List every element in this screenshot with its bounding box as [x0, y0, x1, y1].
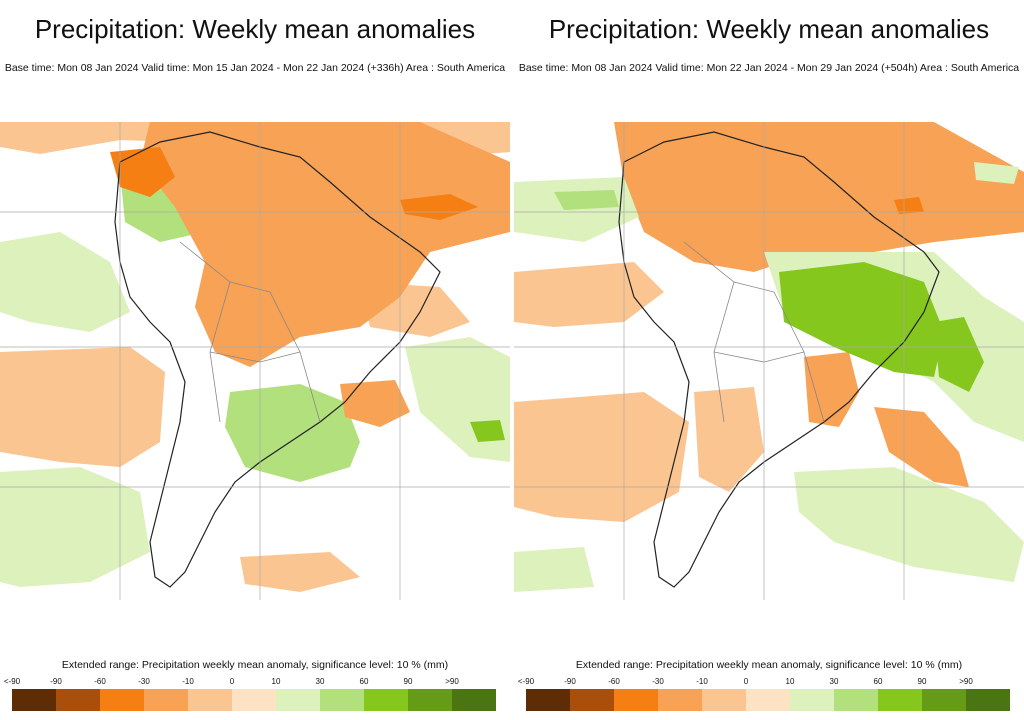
legend-swatch: [570, 689, 614, 711]
wet-anomaly-region: [514, 547, 594, 592]
country-borders: [683, 241, 825, 423]
legend-ticks: <-90 -90 -60 -30 -10 0 10 30 60 90 >90: [0, 677, 510, 687]
legend-tick-label: >90: [959, 677, 973, 686]
dry-anomaly-region: [400, 194, 478, 220]
wet-anomaly-region: [779, 262, 944, 377]
dry-anomaly-region: [514, 262, 664, 327]
legend-swatch: [878, 689, 922, 711]
panel-title: Precipitation: Weekly mean anomalies: [548, 14, 990, 44]
country-borders: [179, 241, 321, 423]
south-america-coastline: [618, 131, 940, 588]
dry-anomaly-region: [340, 380, 410, 427]
legend-tick-label: 60: [359, 677, 369, 686]
wet-anomaly-region: [974, 162, 1019, 184]
legend-tick-label: >90: [445, 677, 459, 686]
legend-swatch: [746, 689, 790, 711]
legend-swatch: [452, 689, 496, 711]
legend-swatch: [12, 689, 56, 711]
legend-swatch: [56, 689, 100, 711]
dry-anomaly-region: [894, 197, 924, 214]
wet-anomaly-region: [470, 420, 505, 442]
legend-swatch: [320, 689, 364, 711]
legend-ticks: <-90 -90 -60 -30 -10 0 10 30 60 90 >90: [514, 677, 1024, 687]
dry-anomaly-region: [804, 352, 859, 427]
legend-colorbar: [12, 689, 496, 711]
dry-anomaly-region: [874, 407, 969, 487]
panel-title: Precipitation: Weekly mean anomalies: [34, 14, 476, 44]
legend-tick-label: -30: [138, 677, 150, 686]
legend-tick-label: 30: [829, 677, 839, 686]
legend-swatch: [966, 689, 1010, 711]
map-graticule: [0, 122, 510, 600]
forecast-panel-week4: Precipitation: Weekly mean anomalies Bas…: [514, 0, 1024, 720]
legend-tick-label: -90: [50, 677, 62, 686]
legend-tick-label: 90: [403, 677, 413, 686]
wet-anomaly-region: [934, 317, 984, 392]
forecast-panel-week3: Precipitation: Weekly mean anomalies Bas…: [0, 0, 510, 720]
legend-colorbar: [526, 689, 1010, 711]
legend-swatch: [408, 689, 452, 711]
anomaly-map: [0, 122, 510, 600]
dry-anomaly-region: [240, 552, 360, 592]
dry-anomaly-region: [614, 122, 1024, 272]
dry-anomaly-region: [694, 387, 764, 492]
legend-swatch: [364, 689, 408, 711]
legend-tick-label: 30: [315, 677, 325, 686]
legend-title: Extended range: Precipitation weekly mea…: [575, 659, 963, 671]
legend-swatch: [232, 689, 276, 711]
legend-tick-label: 60: [873, 677, 883, 686]
legend-tick-label: 10: [785, 677, 795, 686]
south-america-coastline: [114, 131, 441, 588]
wet-anomaly-region: [0, 467, 150, 587]
legend-swatch: [834, 689, 878, 711]
panel-subtitle: Base time: Mon 08 Jan 2024 Valid time: M…: [4, 62, 506, 74]
wet-anomaly-region: [225, 384, 360, 482]
legend-tick-label: -60: [608, 677, 620, 686]
legend-tick-label: 0: [743, 677, 749, 686]
legend-tick-label: 90: [917, 677, 927, 686]
wet-anomaly-region: [554, 190, 619, 210]
legend-swatch: [188, 689, 232, 711]
legend-tick-label: -10: [696, 677, 708, 686]
legend-swatch: [790, 689, 834, 711]
legend-tick-label: -30: [652, 677, 664, 686]
legend-swatch: [144, 689, 188, 711]
map-graticule: [514, 122, 1024, 600]
wet-anomaly-region: [0, 232, 130, 332]
legend-title: Extended range: Precipitation weekly mea…: [61, 659, 449, 671]
legend-swatch: [526, 689, 570, 711]
legend-swatch: [922, 689, 966, 711]
legend-tick-label: 10: [271, 677, 281, 686]
legend-swatch: [614, 689, 658, 711]
legend-tick-label: 0: [229, 677, 235, 686]
panel-subtitle: Base time: Mon 08 Jan 2024 Valid time: M…: [518, 62, 1020, 74]
legend-swatch: [702, 689, 746, 711]
legend-tick-label: -60: [94, 677, 106, 686]
legend-tick-label: <-90: [517, 677, 535, 686]
legend-tick-label: <-90: [3, 677, 21, 686]
legend-swatch: [276, 689, 320, 711]
legend-tick-label: -10: [182, 677, 194, 686]
legend-tick-label: -90: [564, 677, 576, 686]
anomaly-map: [514, 122, 1024, 600]
legend-swatch: [100, 689, 144, 711]
legend-swatch: [658, 689, 702, 711]
dry-anomaly-region: [140, 122, 510, 367]
dry-anomaly-region: [514, 392, 689, 522]
wet-anomaly-region: [794, 467, 1024, 582]
dry-anomaly-region: [0, 347, 165, 467]
